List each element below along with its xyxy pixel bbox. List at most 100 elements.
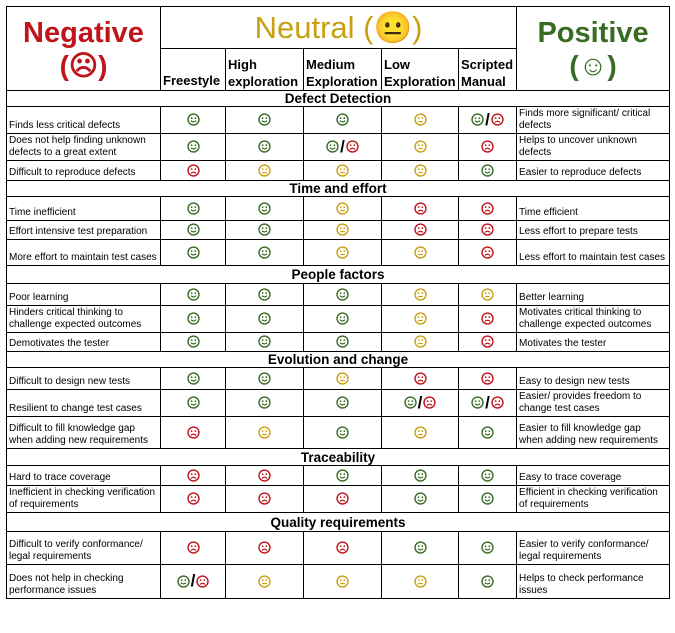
rating-cell [225, 332, 304, 352]
rating-cell [225, 220, 304, 240]
negative-statement: Demotivates the tester [6, 332, 161, 352]
rating-cell [160, 332, 226, 352]
rating-cell [381, 239, 459, 266]
positive-face-icon [481, 469, 494, 482]
rating-cell: / [457, 389, 518, 417]
positive-face-icon [336, 469, 349, 482]
positive-statement: Easy to design new tests [516, 367, 671, 390]
rating-cell [457, 160, 518, 181]
negative-face-icon [481, 372, 494, 385]
positive-face-icon [258, 288, 271, 301]
rating-cell [225, 160, 304, 181]
table-row: Resilient to change test cases / / Easier/ … [6, 389, 671, 417]
rating-cell: / [303, 133, 382, 161]
neutral-face-icon [336, 223, 349, 236]
comparison-table-wrapper: Negative (☹) Neutral (😐) Positive (☺) Fr… [5, 6, 671, 599]
negative-face-icon [258, 492, 271, 505]
negative-header-symbol: (☹) [59, 49, 108, 81]
rating-cell [160, 485, 226, 513]
rating-cell [381, 305, 459, 333]
section-title-time-and-effort: Time and effort [5, 180, 671, 197]
rating-cell [457, 485, 518, 513]
table-row: Difficult to reproduce defects Easier to … [6, 160, 671, 181]
positive-statement: Easier to verify conformance/ legal requ… [516, 531, 671, 565]
table-row: Hinders critical thinking to challenge e… [6, 305, 671, 333]
rating-separator: / [485, 392, 490, 412]
neutral-face-icon [258, 575, 271, 588]
rating-cell [160, 106, 226, 134]
negative-face-icon [186, 426, 200, 439]
positive-face-icon [176, 575, 190, 588]
section-header-row: People factors [5, 265, 671, 284]
rating-cell [160, 367, 226, 390]
positive-face-icon [186, 246, 200, 259]
rating-cell [457, 305, 518, 333]
table-row: Inefficient in checking verification of … [6, 485, 671, 513]
negative-face-icon [481, 140, 494, 153]
rating-cell [225, 465, 304, 486]
neutral-face-icon [336, 202, 349, 215]
rating-cell [457, 196, 518, 221]
column-header-low-exploration: Low Exploration [381, 48, 459, 91]
rating-cell [225, 305, 304, 333]
negative-statement: Finds less critical defects [6, 106, 161, 134]
rating-cell [381, 196, 459, 221]
rating-cell [381, 220, 459, 240]
rating-cell: / [160, 564, 226, 599]
section-title-evolution-and-change: Evolution and change [5, 351, 671, 368]
column-header-freestyle: Freestyle [160, 48, 226, 91]
rating-cell [160, 389, 226, 417]
rating-cell [225, 564, 304, 599]
rating-cell [225, 106, 304, 134]
rating-cell [457, 416, 518, 449]
table-row: Does not help finding unknown defects to… [6, 133, 671, 161]
negative-face-icon [481, 223, 494, 236]
table-row: Poor learning Better learning [6, 283, 671, 306]
positive-statement: Better learning [516, 283, 671, 306]
section-header-row: Traceability [5, 448, 671, 466]
table-row: Hard to trace coverage Easy to trace cove… [6, 465, 671, 486]
rating-cell [225, 531, 304, 565]
rating-cell [457, 283, 518, 306]
rating-cell [381, 332, 459, 352]
negative-statement: Does not help in checking performance is… [6, 564, 161, 599]
neutral-face-icon [336, 575, 349, 588]
rating-cell [457, 239, 518, 266]
positive-statement: Finds more significant/ critical defects [516, 106, 671, 134]
neutral-face-icon [258, 164, 271, 177]
negative-face-icon [186, 469, 200, 482]
rating-cell [303, 106, 382, 134]
negative-header: Negative (☹) [6, 6, 161, 91]
rating-cell [381, 564, 459, 599]
rating-cell [303, 305, 382, 333]
rating-cell [160, 531, 226, 565]
positive-header-label: Positive [537, 16, 649, 49]
neutral-face-icon [481, 288, 494, 301]
rating-cell [160, 220, 226, 240]
positive-face-icon [413, 492, 427, 505]
negative-statement: Difficult to verify conformance/ legal r… [6, 531, 161, 565]
negative-face-icon [346, 140, 359, 153]
positive-face-icon [336, 426, 349, 439]
negative-statement: Hard to trace coverage [6, 465, 161, 486]
rating-cell [303, 564, 382, 599]
table-row: Difficult to design new tests Easy to des… [6, 367, 671, 390]
rating-cell [381, 465, 459, 486]
positive-face-icon [326, 140, 339, 153]
positive-face-icon [186, 312, 200, 325]
negative-face-icon [186, 164, 200, 177]
rating-cell [457, 465, 518, 486]
section-title-traceability: Traceability [5, 448, 671, 466]
positive-face-icon [471, 113, 484, 126]
table-row: Does not help in checking performance is… [6, 564, 671, 599]
positive-face-icon [258, 335, 271, 348]
negative-statement: Hinders critical thinking to challenge e… [6, 305, 161, 333]
positive-statement: Time efficient [516, 196, 671, 221]
rating-cell [225, 367, 304, 390]
positive-face-icon [186, 335, 200, 348]
negative-face-icon [481, 312, 494, 325]
column-header-high-exploration: High exploration [225, 48, 304, 91]
neutral-face-icon [413, 164, 427, 177]
positive-face-icon [258, 372, 271, 385]
positive-face-icon [481, 575, 494, 588]
